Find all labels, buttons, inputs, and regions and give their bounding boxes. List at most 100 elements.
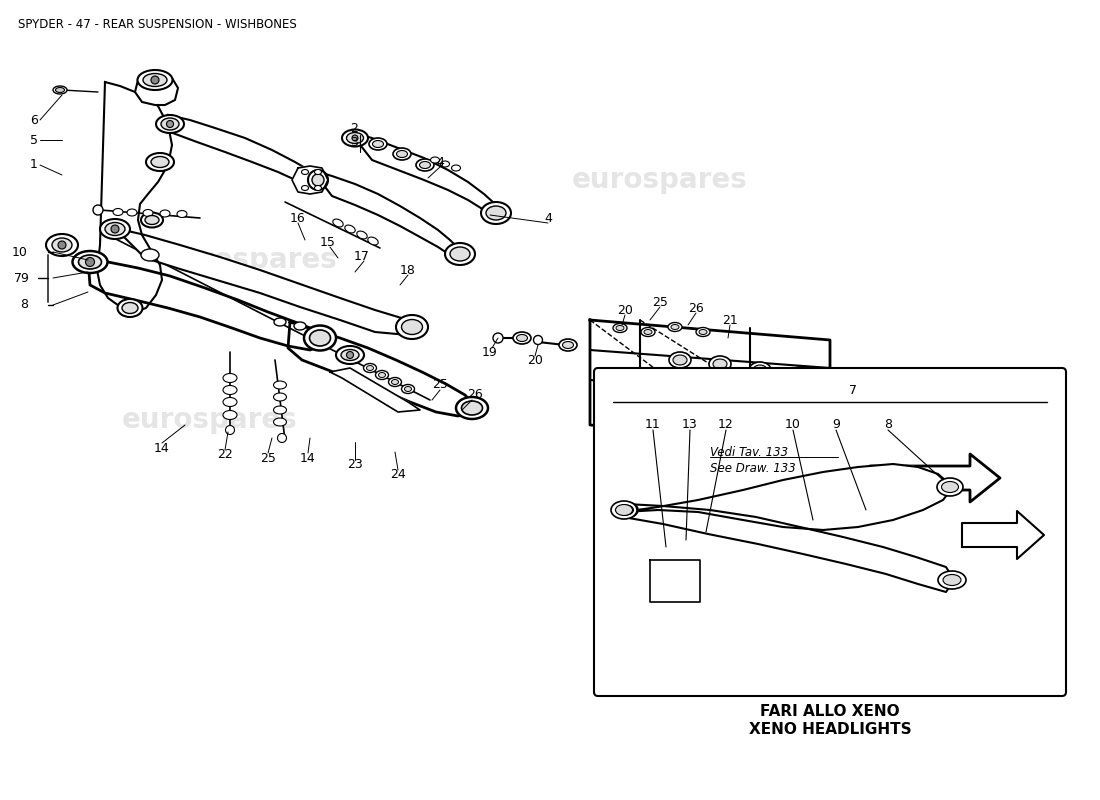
Polygon shape: [116, 228, 418, 335]
Text: 5: 5: [30, 134, 38, 146]
Text: Vedi Tav. 133: Vedi Tav. 133: [710, 446, 788, 458]
Text: eurospares: eurospares: [122, 406, 298, 434]
Text: SPYDER - 47 - REAR SUSPENSION - WISHBONES: SPYDER - 47 - REAR SUSPENSION - WISHBONE…: [18, 18, 297, 31]
Text: 4: 4: [544, 211, 552, 225]
Ellipse shape: [52, 238, 72, 252]
Ellipse shape: [304, 326, 336, 350]
Ellipse shape: [367, 237, 378, 245]
Text: 12: 12: [718, 418, 734, 430]
Ellipse shape: [641, 327, 654, 337]
Ellipse shape: [315, 186, 321, 190]
Ellipse shape: [78, 255, 101, 269]
Ellipse shape: [392, 379, 398, 385]
Ellipse shape: [402, 385, 415, 394]
Ellipse shape: [145, 215, 160, 225]
Ellipse shape: [375, 370, 388, 379]
Ellipse shape: [613, 323, 627, 333]
Ellipse shape: [616, 505, 632, 515]
Text: 20: 20: [527, 354, 543, 366]
Ellipse shape: [440, 161, 450, 167]
Ellipse shape: [94, 205, 103, 215]
Ellipse shape: [673, 355, 688, 365]
Polygon shape: [590, 320, 830, 445]
Ellipse shape: [671, 325, 679, 330]
Text: 23: 23: [348, 458, 363, 471]
Polygon shape: [616, 504, 954, 592]
Text: 14: 14: [154, 442, 169, 454]
Polygon shape: [160, 115, 320, 188]
Text: 15: 15: [320, 235, 336, 249]
Ellipse shape: [462, 401, 483, 415]
Ellipse shape: [100, 219, 130, 239]
Ellipse shape: [274, 406, 286, 414]
Ellipse shape: [614, 502, 638, 518]
Text: 26: 26: [468, 389, 483, 402]
Ellipse shape: [166, 121, 174, 127]
Ellipse shape: [143, 210, 153, 217]
Text: 7: 7: [14, 271, 22, 285]
Text: 25: 25: [260, 451, 276, 465]
Text: eurospares: eurospares: [572, 166, 748, 194]
Ellipse shape: [430, 157, 440, 163]
Text: 25: 25: [432, 378, 448, 391]
Ellipse shape: [456, 397, 488, 419]
Ellipse shape: [177, 210, 187, 218]
Ellipse shape: [274, 318, 286, 326]
Ellipse shape: [668, 322, 682, 331]
Ellipse shape: [713, 359, 727, 369]
Text: 10: 10: [785, 418, 801, 430]
Ellipse shape: [419, 162, 430, 169]
Ellipse shape: [937, 478, 962, 496]
Ellipse shape: [346, 133, 363, 143]
Ellipse shape: [698, 330, 707, 334]
Text: 14: 14: [300, 451, 316, 465]
Ellipse shape: [559, 339, 578, 351]
Text: 2: 2: [350, 122, 358, 134]
Text: 16: 16: [290, 211, 306, 225]
Ellipse shape: [146, 153, 174, 171]
Ellipse shape: [111, 225, 119, 233]
Text: eurospares: eurospares: [162, 246, 338, 274]
Ellipse shape: [396, 150, 407, 158]
Polygon shape: [650, 560, 700, 602]
Text: 17: 17: [354, 250, 370, 262]
Ellipse shape: [446, 243, 475, 265]
Polygon shape: [288, 322, 475, 416]
Ellipse shape: [396, 315, 428, 339]
Ellipse shape: [294, 322, 306, 330]
Ellipse shape: [277, 434, 286, 442]
Ellipse shape: [481, 202, 512, 224]
Ellipse shape: [943, 574, 961, 586]
Ellipse shape: [126, 209, 138, 216]
Ellipse shape: [53, 86, 67, 94]
Ellipse shape: [562, 342, 573, 349]
Ellipse shape: [368, 138, 387, 150]
Text: 25: 25: [652, 295, 668, 309]
Text: 26: 26: [689, 302, 704, 314]
Ellipse shape: [301, 170, 308, 174]
Text: 24: 24: [390, 469, 406, 482]
Text: 6: 6: [30, 114, 38, 126]
Text: 1: 1: [30, 158, 38, 171]
Polygon shape: [330, 368, 420, 412]
Polygon shape: [135, 76, 178, 105]
Ellipse shape: [141, 249, 160, 261]
Ellipse shape: [55, 87, 65, 93]
Text: 11: 11: [645, 418, 661, 430]
Ellipse shape: [341, 350, 359, 361]
Text: 9: 9: [20, 271, 28, 285]
Ellipse shape: [223, 386, 236, 394]
Ellipse shape: [315, 170, 321, 174]
Ellipse shape: [749, 362, 771, 378]
Ellipse shape: [373, 141, 384, 147]
Ellipse shape: [610, 501, 637, 519]
Ellipse shape: [156, 115, 184, 133]
Ellipse shape: [223, 398, 236, 406]
Ellipse shape: [378, 373, 385, 378]
Ellipse shape: [942, 482, 958, 493]
Text: FARI ALLO XENO: FARI ALLO XENO: [760, 705, 900, 719]
Ellipse shape: [669, 352, 691, 368]
Ellipse shape: [451, 165, 461, 171]
Ellipse shape: [393, 148, 411, 160]
Ellipse shape: [118, 299, 143, 317]
